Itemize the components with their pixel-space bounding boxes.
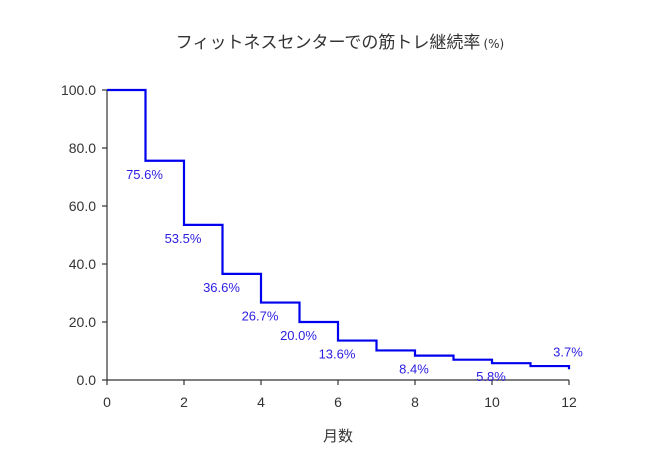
y-tick-label: 20.0 — [69, 314, 96, 330]
x-tick-label: 12 — [561, 394, 577, 410]
y-axis-ticks: 0.0 20.0 40.0 60.0 80.0 100.0 — [61, 82, 107, 388]
y-tick-label: 80.0 — [69, 140, 96, 156]
data-label: 53.5% — [165, 231, 202, 246]
chart-title-unit: (%) — [483, 37, 504, 51]
data-label: 20.0% — [280, 328, 317, 343]
x-tick-label: 0 — [103, 394, 111, 410]
data-label: 36.6% — [203, 280, 240, 295]
y-tick-label: 40.0 — [69, 256, 96, 272]
data-label: 75.6% — [126, 167, 163, 182]
data-labels: 75.6% 53.5% 36.6%26.7%20.0%13.6% 8.4% 5.8% 3.… — [126, 167, 583, 384]
x-tick-label: 6 — [334, 394, 342, 410]
x-axis-label: 月数 — [323, 427, 353, 445]
data-label: 5.8% — [476, 369, 506, 384]
chart-title-main: フィットネスセンターでの筋トレ継続率 — [176, 33, 481, 53]
data-label: 26.7% — [242, 309, 279, 324]
data-label: 8.4% — [399, 362, 429, 377]
x-tick-label: 4 — [257, 394, 265, 410]
data-label: 13.6% — [319, 347, 356, 362]
y-tick-label: 60.0 — [69, 198, 96, 214]
x-axis-ticks: 0 2 4 6 8 10 12 — [103, 380, 577, 410]
y-tick-label: 0.0 — [77, 372, 97, 388]
y-tick-label: 100.0 — [61, 82, 96, 98]
chart-title: フィットネスセンターでの筋トレ継続率 (%) — [176, 33, 504, 53]
x-tick-label: 8 — [411, 394, 419, 410]
series-line — [107, 88, 571, 370]
x-tick-label: 10 — [484, 394, 500, 410]
x-tick-label: 2 — [180, 394, 188, 410]
data-label: 3.7% — [553, 344, 583, 359]
